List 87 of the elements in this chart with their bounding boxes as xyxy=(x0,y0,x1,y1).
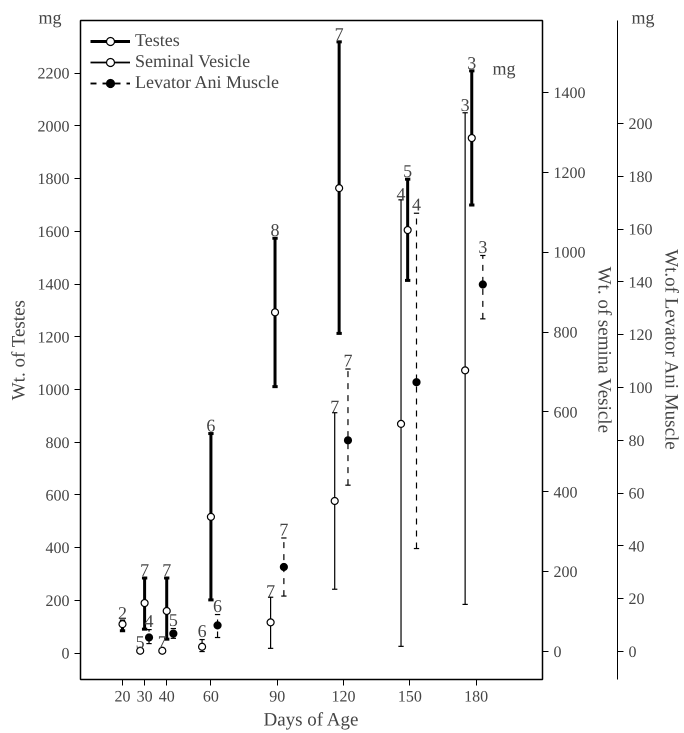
x-tick-label: 90 xyxy=(269,688,286,706)
annotation: 7 xyxy=(140,560,150,580)
point xyxy=(206,512,216,521)
legend-label: Seminal Vesicle xyxy=(135,51,250,72)
y-tick-label: 1400 xyxy=(38,276,70,294)
point xyxy=(344,436,352,444)
annotation: 7 xyxy=(330,396,340,417)
text: mg xyxy=(632,8,655,28)
y3-tick-label: 180 xyxy=(628,168,652,186)
y3-tick-label: 100 xyxy=(628,380,652,397)
legend-label: Testes xyxy=(135,30,180,51)
legend-label: Levator Ani Muscle xyxy=(135,72,279,93)
annotation: 8 xyxy=(270,220,280,240)
y3-tick-label: 140 xyxy=(628,274,652,292)
y-tick-label: 400 xyxy=(46,540,70,558)
y-tick-label: 2200 xyxy=(38,66,70,83)
y3-tick-label: 60 xyxy=(628,486,644,503)
point xyxy=(270,308,280,316)
y2-tick-label: 600 xyxy=(554,404,578,422)
y-tick-label: 1600 xyxy=(38,224,70,241)
annotation: 7 xyxy=(279,519,288,540)
y2-tick-label: 0 xyxy=(554,644,562,662)
x-axis-title: Days of Age xyxy=(263,710,358,730)
annotation: 2 xyxy=(118,602,127,623)
point xyxy=(478,280,487,289)
y2-tick-label: 1200 xyxy=(554,164,586,182)
point xyxy=(144,633,154,642)
y-tick-label: 1200 xyxy=(38,329,70,346)
y2-axis-title: Wt. of semina Vesicle xyxy=(594,266,614,434)
annotation: 4 xyxy=(412,194,421,214)
y2-tick-label: 200 xyxy=(554,564,578,582)
annotation: 5 xyxy=(403,161,412,182)
y-tick-label: 1000 xyxy=(38,382,70,400)
point xyxy=(335,184,344,192)
annotation: 7 xyxy=(266,580,276,601)
y2-tick-label: 400 xyxy=(554,484,578,502)
point xyxy=(412,378,421,386)
annotation: 7 xyxy=(343,350,352,370)
annotation: 6 xyxy=(213,596,222,616)
y3-axis-title: Wt.of Levator Ani Muscle xyxy=(660,249,682,450)
annotation: 7 xyxy=(334,24,344,44)
y-tick-label: 200 xyxy=(46,592,70,610)
point xyxy=(468,134,476,142)
y2-tick-label: 1400 xyxy=(554,84,586,102)
point xyxy=(118,620,127,628)
x-tick-label: 40 xyxy=(158,688,175,706)
annotation: 3 xyxy=(478,237,488,258)
y-tick-label: 800 xyxy=(46,434,70,452)
point xyxy=(213,621,222,630)
annotation: mg xyxy=(492,58,516,78)
point xyxy=(404,226,412,234)
point xyxy=(330,496,339,506)
annotation: 5 xyxy=(168,610,178,630)
y3-tick-label: 0 xyxy=(628,644,636,662)
x-tick-label: 30 xyxy=(136,688,153,706)
annotation: 7 xyxy=(162,560,172,580)
annotation: 3 xyxy=(467,52,476,73)
point xyxy=(162,606,171,616)
x-tick-label: 120 xyxy=(332,688,356,706)
annotation: 3 xyxy=(460,95,470,116)
y3-tick-label: 160 xyxy=(628,222,652,239)
y-tick-label: 1800 xyxy=(38,171,70,188)
annotation: 6 xyxy=(206,416,216,436)
text: mg xyxy=(38,8,62,28)
x-tick-label: 20 xyxy=(114,688,130,706)
point xyxy=(140,598,149,608)
y-tick-label: 2000 xyxy=(38,118,70,136)
point xyxy=(280,562,288,572)
y2-tick-label: 1000 xyxy=(554,244,586,262)
y3-tick-label: 200 xyxy=(628,116,652,133)
point xyxy=(396,420,406,428)
x-tick-label: 150 xyxy=(398,688,422,706)
point xyxy=(266,618,275,626)
y3-tick-label: 20 xyxy=(628,591,644,608)
y3-tick-label: 40 xyxy=(628,538,644,556)
annotation: 4 xyxy=(396,184,406,204)
point xyxy=(461,366,470,374)
y3-tick-label: 120 xyxy=(628,327,652,344)
point xyxy=(198,642,206,651)
annotation: 6 xyxy=(198,621,207,642)
x-tick-label: 180 xyxy=(464,688,488,706)
y2-tick-label: 800 xyxy=(554,324,578,342)
y3-tick-label: 80 xyxy=(628,432,644,450)
y-tick-label: 600 xyxy=(46,487,70,504)
y-axis-title: Wt. of Testes xyxy=(8,300,30,400)
y-tick-label: 0 xyxy=(62,646,70,663)
x-tick-label: 60 xyxy=(202,688,219,706)
